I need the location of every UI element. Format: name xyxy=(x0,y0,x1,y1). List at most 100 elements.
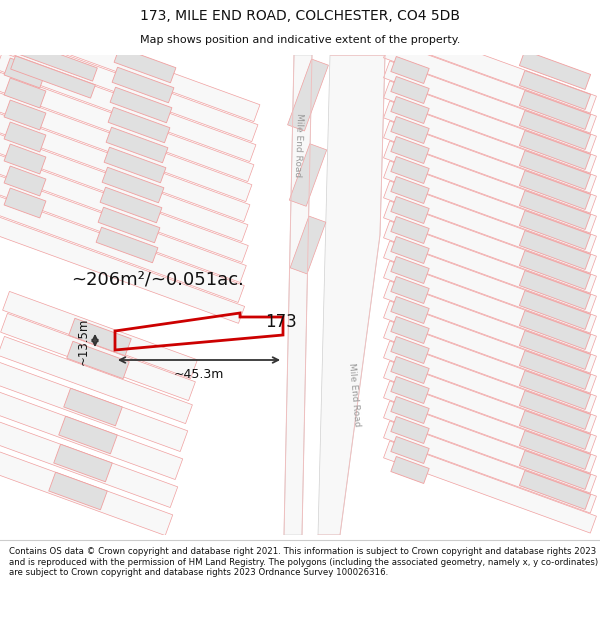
Polygon shape xyxy=(383,21,596,113)
Polygon shape xyxy=(13,39,97,81)
Polygon shape xyxy=(100,188,162,222)
Polygon shape xyxy=(520,451,590,489)
Polygon shape xyxy=(284,55,312,535)
Polygon shape xyxy=(383,161,596,253)
Polygon shape xyxy=(520,171,590,209)
Polygon shape xyxy=(391,196,429,224)
Polygon shape xyxy=(391,176,429,204)
Polygon shape xyxy=(383,401,596,493)
Polygon shape xyxy=(289,144,327,206)
Text: 173: 173 xyxy=(265,313,297,331)
Polygon shape xyxy=(520,291,590,329)
Polygon shape xyxy=(114,48,176,82)
Text: Contains OS data © Crown copyright and database right 2021. This information is : Contains OS data © Crown copyright and d… xyxy=(9,548,598,577)
Polygon shape xyxy=(391,356,429,384)
Text: Mile End Road: Mile End Road xyxy=(292,112,304,178)
Polygon shape xyxy=(383,361,596,453)
Polygon shape xyxy=(0,112,250,222)
Polygon shape xyxy=(4,78,46,108)
Polygon shape xyxy=(383,81,596,173)
Polygon shape xyxy=(96,228,158,262)
Polygon shape xyxy=(108,107,170,142)
Polygon shape xyxy=(391,456,429,484)
Polygon shape xyxy=(520,331,590,369)
Polygon shape xyxy=(520,251,590,289)
Polygon shape xyxy=(383,61,596,153)
Polygon shape xyxy=(0,92,252,202)
Polygon shape xyxy=(54,444,112,482)
Polygon shape xyxy=(383,281,596,373)
Polygon shape xyxy=(383,421,596,513)
Polygon shape xyxy=(106,127,168,162)
Polygon shape xyxy=(383,241,596,333)
Polygon shape xyxy=(67,341,129,379)
Polygon shape xyxy=(59,416,117,454)
Polygon shape xyxy=(391,336,429,364)
Polygon shape xyxy=(0,52,256,162)
Polygon shape xyxy=(49,472,107,510)
Polygon shape xyxy=(104,148,166,182)
Polygon shape xyxy=(69,318,131,356)
Polygon shape xyxy=(0,391,183,479)
Polygon shape xyxy=(520,311,590,349)
Polygon shape xyxy=(520,351,590,389)
Polygon shape xyxy=(520,471,590,509)
Text: ~206m²/~0.051ac.: ~206m²/~0.051ac. xyxy=(71,271,244,289)
Polygon shape xyxy=(4,144,46,174)
Polygon shape xyxy=(0,211,245,323)
Polygon shape xyxy=(391,136,429,164)
Polygon shape xyxy=(383,41,596,133)
Polygon shape xyxy=(0,171,246,282)
Polygon shape xyxy=(520,391,590,429)
Polygon shape xyxy=(520,411,590,449)
Polygon shape xyxy=(391,116,429,144)
Polygon shape xyxy=(383,101,596,193)
Polygon shape xyxy=(391,416,429,444)
Text: ~13.5m: ~13.5m xyxy=(77,318,90,364)
Polygon shape xyxy=(290,216,326,274)
Polygon shape xyxy=(383,121,596,213)
Polygon shape xyxy=(0,446,173,536)
Polygon shape xyxy=(520,371,590,409)
Polygon shape xyxy=(64,388,122,426)
Polygon shape xyxy=(391,316,429,344)
Polygon shape xyxy=(383,181,596,273)
Polygon shape xyxy=(391,216,429,244)
Polygon shape xyxy=(391,436,429,464)
Polygon shape xyxy=(0,151,248,262)
Polygon shape xyxy=(11,56,95,98)
Polygon shape xyxy=(1,313,196,401)
Polygon shape xyxy=(391,396,429,424)
Polygon shape xyxy=(391,376,429,404)
Polygon shape xyxy=(391,276,429,304)
Polygon shape xyxy=(287,59,328,131)
Polygon shape xyxy=(391,296,429,324)
Polygon shape xyxy=(520,211,590,249)
Text: Map shows position and indicative extent of the property.: Map shows position and indicative extent… xyxy=(140,35,460,45)
Polygon shape xyxy=(520,111,590,149)
Polygon shape xyxy=(520,151,590,189)
Polygon shape xyxy=(383,341,596,433)
Polygon shape xyxy=(383,301,596,393)
Polygon shape xyxy=(520,271,590,309)
Polygon shape xyxy=(4,166,46,196)
Polygon shape xyxy=(391,236,429,264)
Polygon shape xyxy=(102,168,164,202)
Polygon shape xyxy=(383,221,596,313)
Polygon shape xyxy=(520,71,590,109)
Polygon shape xyxy=(391,156,429,184)
Polygon shape xyxy=(4,100,46,130)
Polygon shape xyxy=(110,88,172,122)
Polygon shape xyxy=(4,188,46,218)
Polygon shape xyxy=(0,419,178,508)
Polygon shape xyxy=(391,96,429,124)
Polygon shape xyxy=(383,381,596,473)
Polygon shape xyxy=(0,336,193,424)
Polygon shape xyxy=(383,141,596,233)
Polygon shape xyxy=(383,201,596,293)
Polygon shape xyxy=(520,51,590,89)
Polygon shape xyxy=(520,191,590,229)
Polygon shape xyxy=(520,431,590,469)
Polygon shape xyxy=(520,131,590,169)
Polygon shape xyxy=(0,32,258,142)
